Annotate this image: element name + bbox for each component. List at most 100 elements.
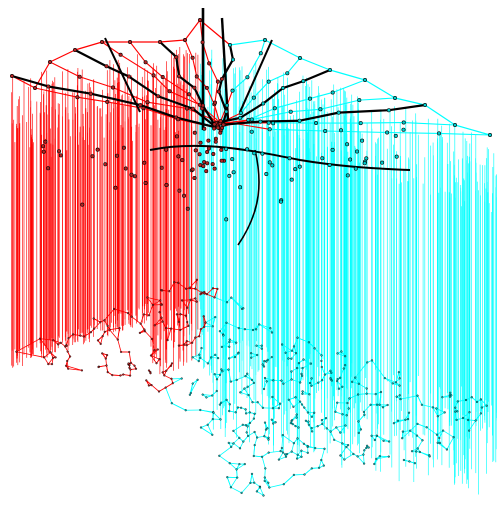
branch-link-b <box>332 79 366 93</box>
base-node <box>196 378 199 381</box>
base-link-a <box>65 365 82 371</box>
base-link-b <box>333 439 343 444</box>
base-node <box>211 418 214 421</box>
base-node <box>256 436 259 439</box>
upper-node <box>213 100 218 105</box>
base-node <box>212 411 215 414</box>
upper-node <box>159 165 164 170</box>
base-node <box>409 429 412 432</box>
base-node <box>228 462 231 465</box>
base-node <box>228 357 231 360</box>
base-node <box>177 320 180 323</box>
base-node <box>242 307 245 310</box>
base-node <box>252 454 255 458</box>
base-node <box>228 345 231 348</box>
base-node <box>265 380 268 383</box>
base-link-b <box>261 452 269 458</box>
base-node <box>307 423 310 426</box>
base-link-b <box>236 375 246 381</box>
upper-node <box>174 55 179 60</box>
base-node <box>292 345 296 348</box>
base-node <box>71 333 75 336</box>
vertical-links-group-b <box>189 45 497 495</box>
upper-node <box>202 160 207 165</box>
upper-node <box>190 55 195 60</box>
base-link-a <box>66 360 69 369</box>
base-link-b <box>297 438 305 445</box>
base-node <box>67 367 70 370</box>
base-node <box>411 450 414 453</box>
base-node <box>248 411 251 414</box>
base-node <box>170 362 174 365</box>
base-node <box>227 368 230 371</box>
base-link-b <box>454 411 457 420</box>
upper-node <box>393 133 398 138</box>
trunk-segment <box>193 87 204 106</box>
base-node <box>284 453 287 456</box>
base-link-b <box>437 412 445 417</box>
upper-node <box>176 154 181 159</box>
base-link-a <box>177 282 187 290</box>
base-link-a <box>178 314 181 323</box>
base-link-a <box>181 300 188 308</box>
base-link-b <box>226 322 239 329</box>
base-node <box>261 406 264 409</box>
base-node <box>52 339 55 342</box>
base-node <box>284 351 287 354</box>
base-node <box>238 463 241 466</box>
base-node <box>156 348 159 351</box>
base-node <box>118 327 121 330</box>
base-node <box>169 364 173 367</box>
base-link-b <box>438 430 444 439</box>
branch-link-b <box>253 81 270 98</box>
base-link-b <box>282 434 295 444</box>
upper-node <box>230 88 235 93</box>
base-node <box>99 342 102 345</box>
upper-node <box>260 151 265 156</box>
base-node <box>479 412 482 415</box>
base-node <box>264 428 268 431</box>
base-node <box>345 445 348 449</box>
upper-node <box>327 163 332 168</box>
base-node <box>401 430 404 433</box>
base-node <box>245 431 248 434</box>
base-link-a <box>43 352 51 358</box>
base-node <box>112 307 116 311</box>
base-node <box>357 431 360 434</box>
base-node <box>230 445 233 448</box>
base-node <box>252 381 255 384</box>
base-node <box>415 434 419 437</box>
branch-link-b <box>320 99 360 110</box>
base-link-b <box>363 454 365 464</box>
base-link-b <box>245 375 253 381</box>
base-link-b <box>200 427 213 436</box>
branch-link-b <box>246 53 262 78</box>
base-link-b <box>221 341 230 348</box>
trunk-segment <box>220 59 234 80</box>
upper-node <box>345 142 350 147</box>
base-node <box>203 290 206 294</box>
base-node <box>105 364 108 367</box>
base-node <box>169 327 173 330</box>
base-link-b <box>291 451 298 456</box>
base-node <box>402 458 405 462</box>
base-node <box>199 426 203 429</box>
base-node <box>292 473 295 476</box>
upper-node <box>301 79 306 84</box>
base-node <box>163 374 166 377</box>
base-link-b <box>230 486 242 494</box>
base-node <box>261 363 264 366</box>
base-node <box>455 418 458 421</box>
base-link-b <box>379 391 382 405</box>
trunk-curve <box>237 149 260 246</box>
upper-node <box>216 125 221 130</box>
base-node <box>265 360 268 363</box>
base-link-a <box>93 318 101 323</box>
upper-node <box>327 68 332 73</box>
base-node <box>128 366 131 369</box>
base-node <box>103 330 106 333</box>
base-link-a <box>140 314 145 324</box>
base-node <box>191 356 194 359</box>
upper-node <box>297 118 302 123</box>
base-node <box>164 386 167 389</box>
